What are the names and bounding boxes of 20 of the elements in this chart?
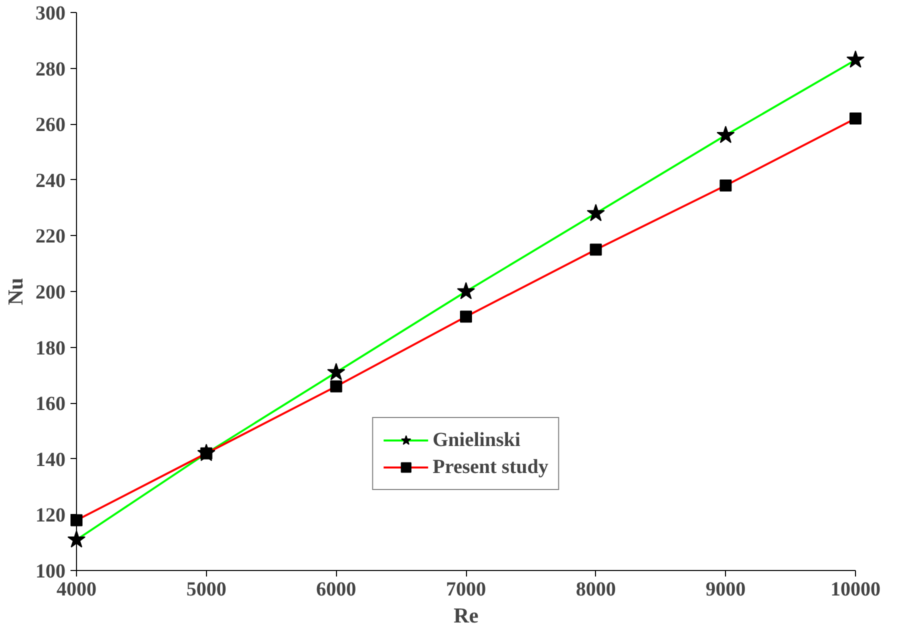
x-tick-label: 8000 <box>576 578 616 600</box>
y-tick-label: 220 <box>36 226 66 248</box>
y-tick-label: 200 <box>36 282 66 304</box>
y-tick-label: 240 <box>36 170 66 192</box>
y-tick-label: 280 <box>36 58 66 80</box>
y-axis-title: Nu <box>4 278 28 306</box>
x-tick-label: 9000 <box>706 578 746 600</box>
legend-label: Gnielinski <box>432 428 520 452</box>
y-tick-label: 260 <box>36 114 66 136</box>
x-tick-label: 6000 <box>316 578 356 600</box>
y-tick-label: 180 <box>36 337 66 360</box>
x-tick-label: 10000 <box>830 578 880 600</box>
x-tick-label: 7000 <box>446 578 486 600</box>
y-tick-label: 160 <box>36 393 66 416</box>
x-tick-label: 5000 <box>186 578 226 600</box>
y-tick-label: 120 <box>36 504 66 527</box>
y-tick-label: 140 <box>36 448 66 471</box>
legend-label: Present study <box>432 456 548 478</box>
x-axis-title: Re <box>454 604 478 628</box>
y-tick-label: 300 <box>36 2 66 24</box>
